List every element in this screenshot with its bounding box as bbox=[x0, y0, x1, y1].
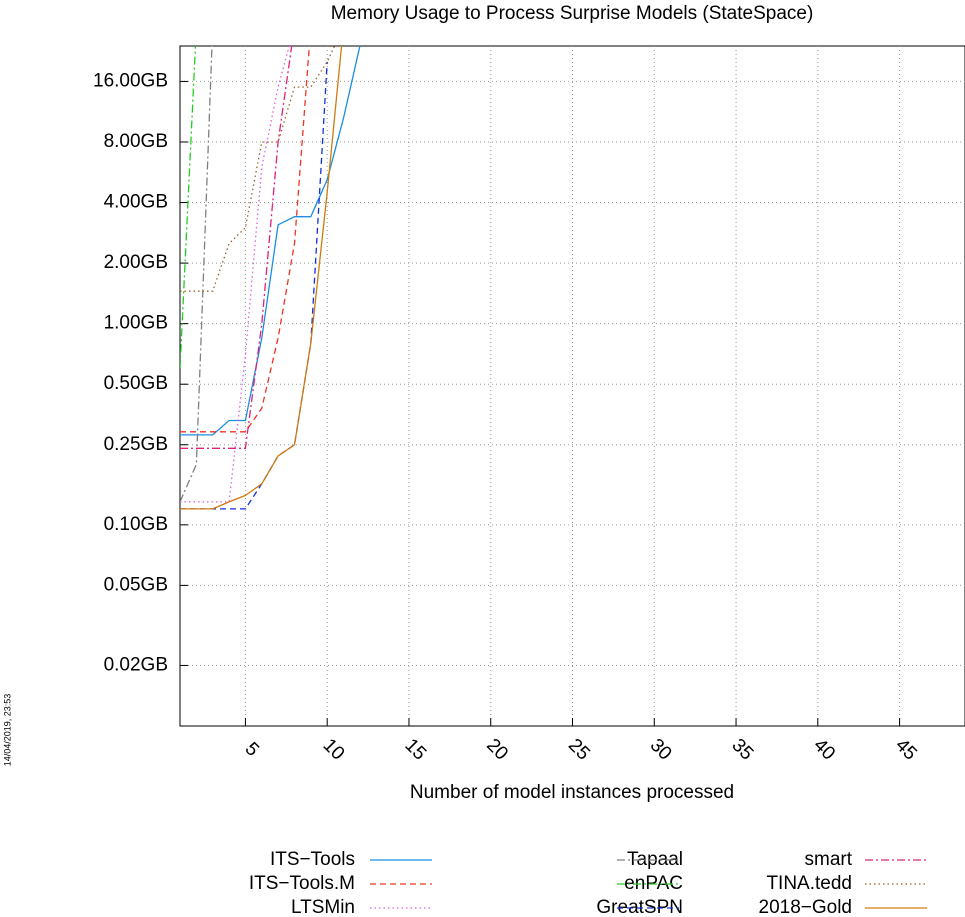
x-tick-label: 10 bbox=[319, 735, 349, 765]
legend-label: LTSMin bbox=[291, 897, 355, 917]
y-tick-label: 8.00GB bbox=[104, 131, 168, 152]
legend-label: 2018−Gold bbox=[759, 897, 853, 917]
x-tick-label: 30 bbox=[646, 735, 676, 765]
legend-label: smart bbox=[805, 849, 853, 870]
y-tick-label: 4.00GB bbox=[104, 192, 168, 213]
series-line bbox=[180, 46, 361, 436]
x-tick-label: 45 bbox=[891, 735, 921, 765]
series-line bbox=[180, 46, 343, 510]
y-tick-label: 0.10GB bbox=[104, 514, 168, 535]
x-tick-label: 15 bbox=[400, 735, 430, 765]
x-axis-label: Number of model instances processed bbox=[410, 782, 734, 803]
legend-label: ITS−Tools.M bbox=[249, 873, 355, 894]
chart-title: Memory Usage to Process Surprise Models … bbox=[331, 3, 814, 24]
timestamp: 14/04/2019, 23:53 bbox=[2, 694, 12, 767]
x-tick-label: 40 bbox=[809, 735, 839, 765]
series-line bbox=[180, 46, 310, 433]
y-tick-label: 1.00GB bbox=[104, 313, 168, 334]
legend-label: TINA.tedd bbox=[766, 873, 852, 894]
x-tick-label: 5 bbox=[241, 738, 263, 760]
x-tick-label: 25 bbox=[564, 735, 594, 765]
series-line bbox=[180, 61, 328, 510]
legend-label: GreatSPN bbox=[596, 897, 683, 917]
x-tick-label: 35 bbox=[727, 735, 757, 765]
series-line bbox=[180, 46, 290, 503]
series-line bbox=[180, 46, 336, 292]
plot-area bbox=[180, 46, 361, 510]
y-tick-label: 0.50GB bbox=[104, 373, 168, 394]
y-tick-label: 0.02GB bbox=[104, 654, 168, 675]
y-tick-label: 0.25GB bbox=[104, 434, 168, 455]
y-tick-label: 2.00GB bbox=[104, 252, 168, 273]
series-line bbox=[180, 46, 197, 369]
x-tick-label: 20 bbox=[482, 735, 512, 765]
y-tick-label: 0.05GB bbox=[104, 574, 168, 595]
legend-label: ITS−Tools bbox=[270, 849, 355, 870]
series-line bbox=[180, 46, 293, 449]
y-tick-label: 16.00GB bbox=[93, 70, 168, 91]
series-line bbox=[180, 46, 213, 503]
